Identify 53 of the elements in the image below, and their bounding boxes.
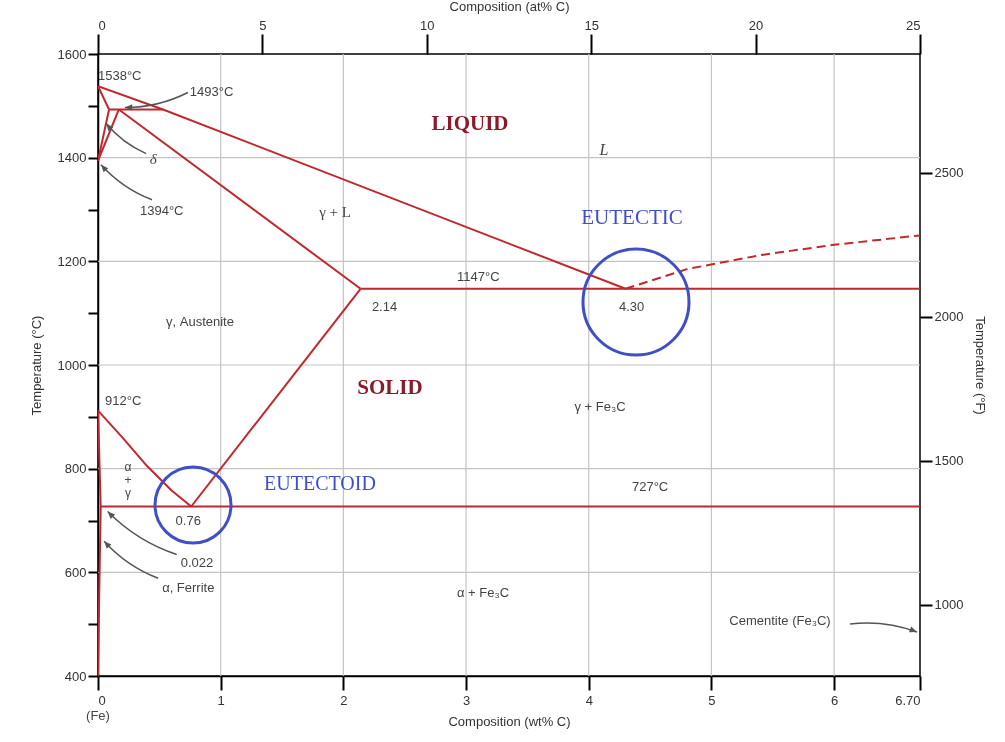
annotation: γ + Fe₃C: [574, 399, 626, 414]
annotation: 1394°C: [140, 202, 184, 218]
y-tick-label: 1600: [57, 46, 87, 62]
y2-tick-label: 2500: [934, 165, 964, 181]
y-tick-label: 1200: [57, 253, 87, 269]
annotation: γ, Austenite: [166, 314, 234, 329]
annotation: γ + L: [318, 204, 351, 220]
x-tick-label: 5: [708, 692, 716, 708]
annotation: δ: [149, 150, 158, 167]
y2-axis-title: Temperature (°F): [973, 316, 989, 415]
annotation: 727°C: [631, 478, 669, 494]
x2-tick-label: 15: [584, 17, 599, 33]
annotation: 2.14: [371, 298, 398, 314]
annotation: LIQUID: [431, 111, 509, 135]
annotation: (Fe): [86, 708, 110, 723]
y-tick-label: 1400: [57, 150, 87, 166]
y-tick-label: 400: [64, 668, 87, 684]
y2-tick-label: 1000: [934, 597, 964, 613]
annotation: α + Fe₃C: [456, 585, 510, 600]
y2-tick-label: 1500: [934, 453, 964, 469]
x-tick-label: 6: [831, 692, 839, 708]
x2-axis-title: Composition (at% C): [449, 0, 570, 14]
y-tick-label: 800: [64, 461, 87, 477]
y-axis-title: Temperature (°C): [28, 315, 44, 416]
x-tick-label: 2: [340, 692, 348, 708]
annotation: 0.022: [180, 554, 214, 570]
annotation: L: [598, 141, 609, 158]
y-tick-label: 1000: [57, 357, 87, 373]
x-tick-label: 0: [98, 692, 106, 708]
x2-tick-label: 25: [906, 17, 921, 33]
x-tick-label: 6.70: [895, 692, 921, 708]
x2-tick-label: 0: [98, 17, 106, 33]
x2-tick-label: 5: [259, 17, 267, 33]
y-tick-label: 600: [64, 564, 87, 580]
y2-tick-label: 2000: [934, 309, 964, 325]
x2-tick-label: 10: [420, 17, 435, 33]
annotation: 1147°C: [457, 268, 500, 284]
annotation: 912°C: [105, 392, 142, 408]
annotation: 4.30: [618, 298, 645, 314]
x-tick-label: 4: [585, 692, 593, 708]
x-tick-label: 3: [462, 692, 471, 708]
annotation: 1493°C: [189, 84, 234, 100]
x2-tick-label: 20: [748, 17, 764, 33]
annotation: 1538°C: [98, 68, 142, 84]
annotation: EUTECTIC: [581, 205, 683, 229]
annotation: EUTECTOID: [264, 472, 376, 494]
annotation: SOLID: [357, 375, 423, 399]
annotation: Cementite (Fe₃C): [729, 613, 831, 628]
x-tick-label: 1: [217, 692, 225, 708]
annotation: 0.76: [175, 512, 201, 528]
annotation: α, Ferrite: [162, 580, 215, 596]
x-axis-title: Composition (wt% C): [448, 713, 571, 729]
annotation: α + γ: [124, 460, 132, 500]
